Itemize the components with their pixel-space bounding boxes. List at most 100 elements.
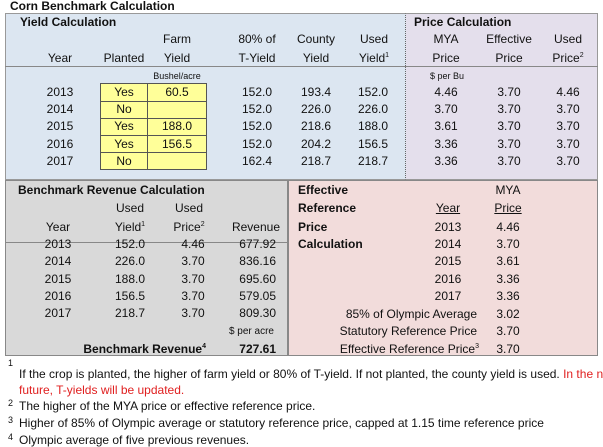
bench-year-cell: 2015 <box>44 272 72 286</box>
header-effective-price: Price <box>495 51 523 65</box>
mya-price-cell: 4.46 <box>434 85 458 99</box>
bench-year-cell: 2014 <box>44 254 72 268</box>
used-yield-cell: 152.0 <box>357 85 389 99</box>
bench-revenue-cell: 695.60 <box>239 272 276 286</box>
eff-title-2: Reference <box>298 201 357 215</box>
eff-mya-cell: 3.61 <box>496 254 520 268</box>
planted-cell: No <box>116 154 132 168</box>
tyield-cell: 162.4 <box>241 154 273 168</box>
bench-revenue-cell: 836.16 <box>239 254 276 268</box>
eff-mya-cell: 3.36 <box>496 272 520 286</box>
benchmark-revenue-section <box>5 180 288 356</box>
footnote-2-num: 2 <box>8 398 14 408</box>
header-effective: Effective <box>486 32 532 46</box>
bench-header-year: Year <box>45 220 71 234</box>
bench-yield-cell: 156.5 <box>114 289 146 303</box>
eff-year-cell: 2016 <box>434 272 462 286</box>
planted-cell: No <box>116 102 132 116</box>
eff-year-cell: 2013 <box>434 220 462 234</box>
year-cell: 2014 <box>46 102 74 116</box>
bench-price-cell: 3.70 <box>181 272 205 286</box>
unit-per-bu: $ per Bu <box>430 71 465 81</box>
bench-price-cell: 3.70 <box>181 254 205 268</box>
bench-revenue-cell: 809.30 <box>239 306 276 320</box>
benchmark-header-divider <box>5 242 288 243</box>
header-used-price: Used <box>553 32 583 46</box>
header-farm-yield: Yield <box>163 51 191 65</box>
effective-ref-price-value: 3.70 <box>496 342 520 356</box>
used-price-cell: 3.70 <box>556 154 580 168</box>
farm-yield-cell: 188.0 <box>161 119 193 133</box>
olympic-average-value: 3.02 <box>496 307 520 321</box>
used-yield-cell: 218.7 <box>357 154 389 168</box>
farm-input-box <box>100 83 207 170</box>
footnote-3: Higher of 85% of Olympic average or stat… <box>19 416 544 430</box>
header-mya: MYA <box>433 32 459 46</box>
bench-yield-cell: 226.0 <box>114 254 146 268</box>
eff-title-3: Price <box>298 220 328 234</box>
header-year: Year <box>47 51 73 65</box>
header-tyield: 80% of <box>238 32 276 46</box>
bench-price-cell: 3.70 <box>181 306 205 320</box>
county-yield-cell: 204.2 <box>300 137 332 151</box>
header-planted: Planted <box>103 51 145 65</box>
footnote-1-cont: future, T-yields will be updated. <box>19 383 185 397</box>
mya-price-cell: 3.61 <box>434 119 458 133</box>
eff-mya-cell: 3.36 <box>496 289 520 303</box>
yield-section-title: Yield Calculation <box>20 15 117 29</box>
tyield-cell: 152.0 <box>241 102 273 116</box>
effective-price-cell: 3.70 <box>497 85 521 99</box>
county-yield-cell: 218.7 <box>300 154 332 168</box>
footnote-2: The higher of the MYA price or effective… <box>19 399 316 413</box>
header-farm: Farm <box>163 32 191 46</box>
header-mya-price: Price <box>432 51 460 65</box>
footnote-3-num: 3 <box>8 415 14 425</box>
year-cell: 2013 <box>46 85 74 99</box>
header-used-yield-2: Yield1 <box>358 51 390 65</box>
bench-yield-cell: 188.0 <box>114 272 146 286</box>
header-used-price-2: Price2 <box>552 51 584 65</box>
eff-title-4: Calculation <box>298 237 363 251</box>
eff-year-cell: 2017 <box>434 289 462 303</box>
tyield-cell: 152.0 <box>241 119 273 133</box>
header-tyield-2: T-Yield <box>238 51 276 65</box>
bench-yield-cell: 218.7 <box>114 306 146 320</box>
footnote-1: If the crop is planted, the higher of fa… <box>19 367 603 381</box>
tyield-cell: 152.0 <box>241 85 273 99</box>
effective-price-cell: 3.70 <box>497 137 521 151</box>
county-yield-cell: 193.4 <box>300 85 332 99</box>
page-title: Corn Benchmark Calculation <box>10 0 175 13</box>
eff-header-price: Price <box>494 201 522 215</box>
used-yield-cell: 156.5 <box>357 137 389 151</box>
year-cell: 2016 <box>46 137 74 151</box>
eff-mya-cell: 3.70 <box>496 237 520 251</box>
planted-cell: Yes <box>114 85 134 99</box>
bench-price-cell: 3.70 <box>181 289 205 303</box>
header-used-yield: Used <box>359 32 389 46</box>
effective-reference-price-section <box>288 180 598 356</box>
bench-year-cell: 2016 <box>44 289 72 303</box>
eff-header-year: Year <box>435 201 461 215</box>
effective-price-cell: 3.70 <box>497 119 521 133</box>
used-price-cell: 3.70 <box>556 119 580 133</box>
header-county-yield: Yield <box>302 51 330 65</box>
eff-year-cell: 2014 <box>434 237 462 251</box>
price-section-title: Price Calculation <box>414 15 512 29</box>
bench-header-used-price: Used <box>174 201 204 215</box>
price-calculation-section <box>406 13 598 180</box>
bench-year-cell: 2013 <box>44 237 72 251</box>
planted-cell: Yes <box>114 137 134 151</box>
planted-cell: Yes <box>114 119 134 133</box>
bench-price-cell: 4.46 <box>181 237 205 251</box>
tyield-cell: 152.0 <box>241 137 273 151</box>
eff-year-cell: 2015 <box>434 254 462 268</box>
eff-mya-cell: 4.46 <box>496 220 520 234</box>
benchmark-revenue-value: 727.61 <box>239 342 276 356</box>
unit-per-acre: $ per acre <box>228 326 274 337</box>
farm-yield-cell: 156.5 <box>161 137 193 151</box>
year-cell: 2015 <box>46 119 74 133</box>
used-price-cell: 3.70 <box>556 102 580 116</box>
olympic-average-label: 85% of Olympic Average <box>345 307 477 321</box>
statutory-price-label: Statutory Reference Price <box>339 324 477 338</box>
footnote-1-num: 1 <box>8 358 14 368</box>
